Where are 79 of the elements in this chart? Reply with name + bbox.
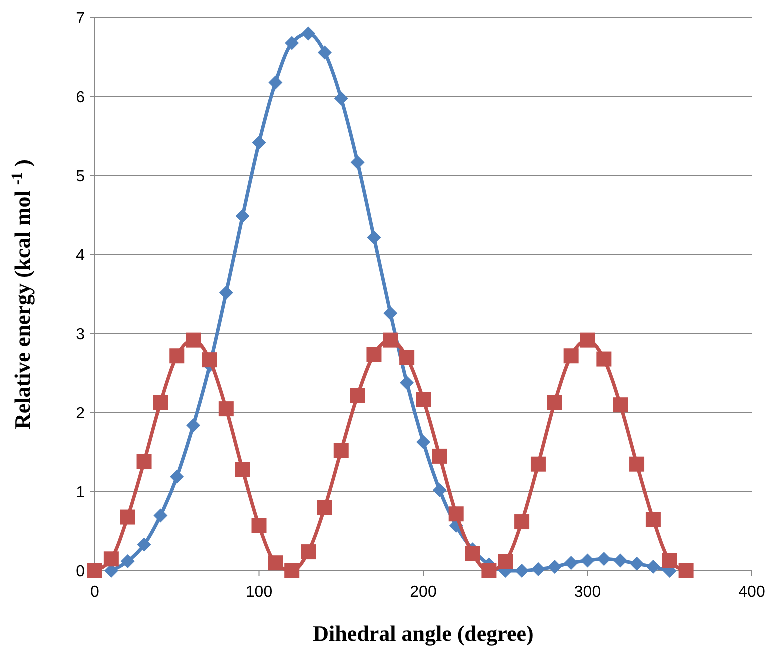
point xyxy=(400,376,414,390)
point xyxy=(448,506,464,522)
point xyxy=(662,553,678,568)
point xyxy=(498,554,514,570)
point xyxy=(317,500,332,516)
point xyxy=(514,514,530,530)
y-tick-label: 0 xyxy=(76,564,86,581)
point xyxy=(630,456,645,472)
point xyxy=(547,395,562,410)
point xyxy=(400,350,415,366)
point xyxy=(384,306,398,320)
point xyxy=(268,556,284,571)
point xyxy=(301,544,316,560)
point xyxy=(531,562,546,576)
y-tick-label: 3 xyxy=(76,326,86,344)
point xyxy=(154,508,168,523)
point xyxy=(350,156,365,170)
point xyxy=(252,136,266,150)
point xyxy=(350,388,366,404)
point xyxy=(186,418,201,433)
point xyxy=(630,556,644,571)
point xyxy=(580,332,596,348)
point xyxy=(416,435,430,450)
point xyxy=(268,76,283,90)
x-tick-label: 300 xyxy=(574,584,602,601)
point xyxy=(613,398,628,413)
point xyxy=(170,470,184,484)
point xyxy=(366,347,382,362)
point xyxy=(614,554,628,568)
y-tick-label: 4 xyxy=(76,248,86,265)
point xyxy=(646,512,661,528)
point xyxy=(596,352,612,367)
y-tick-label: 5 xyxy=(76,168,86,186)
point xyxy=(219,286,234,300)
y-tick-label: 7 xyxy=(76,10,86,28)
point xyxy=(170,348,185,364)
point xyxy=(465,546,480,562)
point xyxy=(120,554,135,569)
point xyxy=(218,402,234,417)
point xyxy=(580,554,595,568)
point xyxy=(88,564,102,578)
point xyxy=(252,518,267,534)
point xyxy=(285,36,300,50)
x-tick-label: 200 xyxy=(410,584,437,601)
point xyxy=(153,395,168,410)
x-tick-label: 100 xyxy=(246,584,273,601)
point xyxy=(334,443,349,458)
point xyxy=(432,448,448,464)
point xyxy=(597,552,612,566)
point xyxy=(202,352,218,368)
y-tick-label: 6 xyxy=(76,90,86,107)
point xyxy=(137,538,152,552)
point xyxy=(235,462,250,478)
point xyxy=(186,332,202,348)
point xyxy=(120,510,136,525)
point xyxy=(334,92,348,106)
point xyxy=(515,564,530,578)
y-tick-label: 1 xyxy=(76,484,86,502)
point xyxy=(236,209,250,224)
point xyxy=(482,564,497,578)
x-tick-label: 0 xyxy=(90,584,100,601)
point xyxy=(416,392,431,408)
point xyxy=(367,230,382,245)
x-tick-label: 400 xyxy=(738,584,766,601)
point xyxy=(432,483,447,498)
point xyxy=(318,46,332,60)
point xyxy=(646,560,660,574)
x-axis-title: Dihedral angle (degree) xyxy=(313,621,534,646)
y-tick-label: 2 xyxy=(76,406,86,423)
point xyxy=(136,454,152,470)
point xyxy=(530,456,546,472)
point xyxy=(678,564,694,578)
point xyxy=(548,560,562,574)
point xyxy=(284,564,300,578)
point xyxy=(383,332,398,348)
point xyxy=(302,26,316,41)
point xyxy=(564,348,579,364)
point xyxy=(104,552,119,567)
point xyxy=(564,556,578,570)
